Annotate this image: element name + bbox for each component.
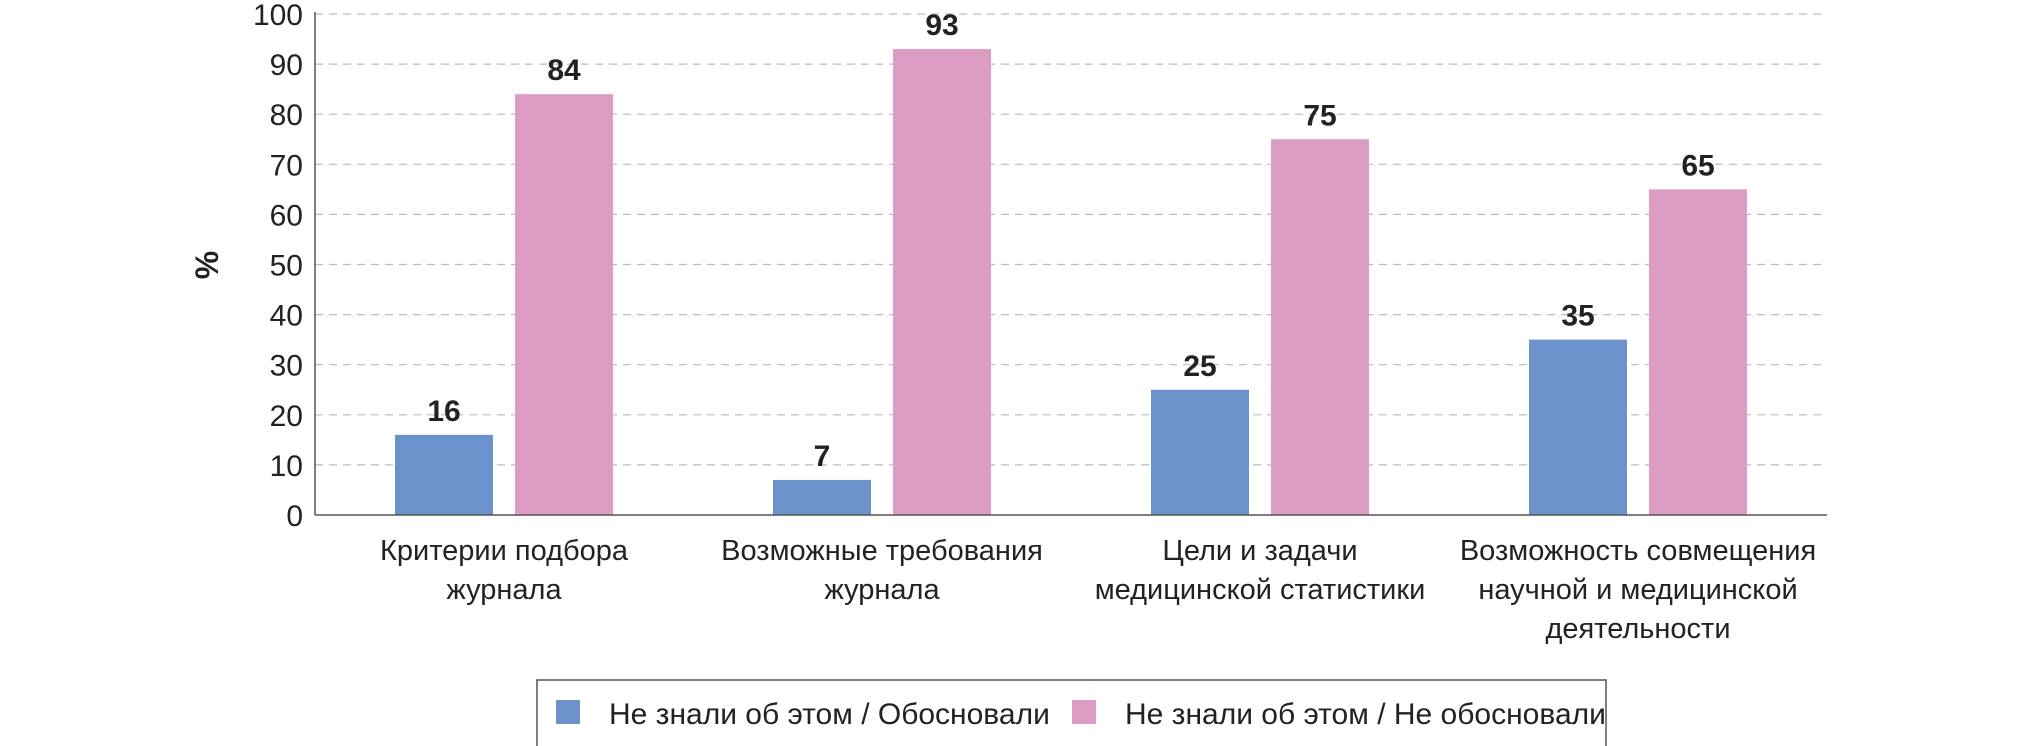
y-tick-label: 60: [270, 199, 303, 232]
bar: [515, 94, 613, 515]
data-label: 75: [1303, 99, 1336, 132]
y-axis-ticks: 0 10 20 30 40 50 60 70 80 90 100: [253, 0, 303, 533]
data-label: 16: [427, 395, 460, 428]
y-axis-title: %: [189, 251, 225, 279]
y-tick-label: 90: [270, 49, 303, 82]
data-label: 93: [925, 9, 958, 42]
data-label: 65: [1681, 149, 1714, 182]
y-tick-label: 40: [270, 300, 303, 333]
legend-label: Не знали об этом / Не обосновали: [1125, 698, 1606, 731]
y-tick-label: 30: [270, 350, 303, 383]
data-label: 25: [1183, 350, 1216, 383]
data-label: 7: [814, 440, 831, 473]
x-category-label: Возможные требования: [721, 535, 1043, 567]
bar: [1151, 389, 1249, 515]
y-tick-label: 100: [253, 0, 303, 32]
data-label: 84: [547, 54, 581, 87]
x-category-label: Критерии подбора: [380, 535, 629, 567]
y-tick-label: 70: [270, 149, 303, 182]
x-category-label: Цели и задачи: [1162, 535, 1357, 567]
data-label: 35: [1561, 300, 1594, 333]
x-category-label: деятельности: [1545, 613, 1730, 645]
legend-box: [536, 679, 1607, 746]
x-axis-categories: Критерии подбора журнала Возможные требова…: [380, 535, 1816, 645]
y-tick-label: 80: [270, 99, 303, 132]
bar: [773, 479, 871, 515]
x-category-label: журнала: [824, 574, 940, 606]
y-tick-label: 10: [270, 450, 303, 483]
legend-swatch: [556, 700, 580, 724]
bar: [893, 49, 991, 515]
x-category-label: Возможность совмещения: [1460, 535, 1816, 567]
y-tick-label: 20: [270, 400, 303, 433]
legend: Не знали об этом / Обосновали Не знали об…: [536, 679, 1607, 746]
bars: [395, 49, 1747, 515]
bar: [395, 434, 493, 515]
y-tick-label: 0: [286, 500, 303, 533]
bar: [1529, 339, 1627, 515]
bar: [1649, 189, 1747, 515]
x-category-label: медицинской статистики: [1095, 574, 1426, 606]
data-labels: 16 84 7 93 25 75 35 65: [427, 9, 1714, 473]
bar: [1271, 139, 1369, 515]
x-category-label: журнала: [446, 574, 562, 606]
legend-swatch: [1072, 700, 1096, 724]
x-category-label: научной и медицинской: [1478, 574, 1797, 606]
y-tick-label: 50: [270, 250, 303, 283]
legend-label: Не знали об этом / Обосновали: [609, 698, 1050, 731]
